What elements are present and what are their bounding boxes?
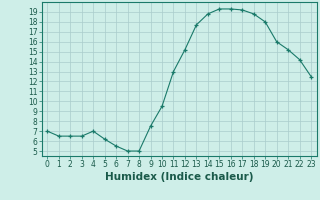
X-axis label: Humidex (Indice chaleur): Humidex (Indice chaleur) <box>105 172 253 182</box>
